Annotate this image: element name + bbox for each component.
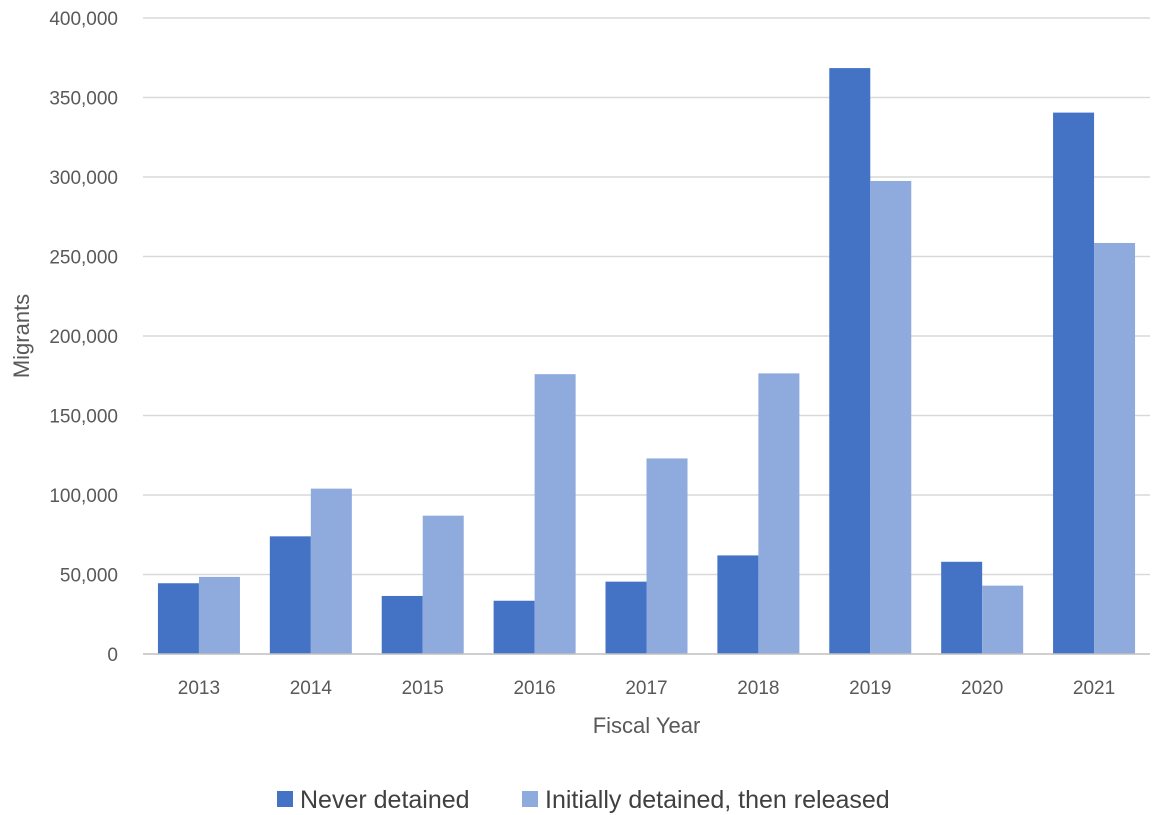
bar-never-detained-2016 — [493, 600, 535, 654]
x-tick-label: 2021 — [1073, 678, 1115, 699]
bar-never-detained-2013 — [157, 583, 199, 654]
x-tick-label: 2019 — [849, 678, 891, 699]
bar-never-detained-2017 — [605, 581, 647, 654]
bar-never-detained-2014 — [269, 536, 311, 654]
bar-initially-detained-then-released-2016 — [534, 374, 576, 654]
bar-initially-detained-then-released-2019 — [870, 180, 912, 654]
x-tick-label: 2016 — [513, 678, 555, 699]
bar-never-detained-2018 — [717, 555, 759, 654]
y-tick-label: 150,000 — [49, 407, 118, 428]
y-tick-label: 400,000 — [49, 9, 118, 30]
bar-never-detained-2020 — [941, 561, 983, 654]
x-tick-label: 2013 — [178, 678, 220, 699]
bar-initially-detained-then-released-2017 — [646, 458, 688, 654]
y-tick-label: 350,000 — [49, 89, 118, 110]
x-tick-label: 2020 — [961, 678, 1003, 699]
y-tick-label: 200,000 — [49, 327, 118, 348]
x-axis-tick-labels: 2013 2014 2015 2016 2017 2018 2019 2020 2021 — [178, 678, 1115, 699]
bar-initially-detained-then-released-2014 — [310, 488, 352, 654]
x-tick-label: 2014 — [290, 678, 333, 699]
bar-never-detained-2021 — [1053, 112, 1095, 655]
x-tick-label: 2017 — [625, 678, 667, 699]
y-tick-label: 0 — [107, 645, 118, 666]
y-tick-label: 100,000 — [49, 486, 118, 507]
bars — [157, 68, 1136, 655]
legend-label: Initially detained, then released — [545, 786, 890, 814]
bar-never-detained-2015 — [381, 595, 423, 654]
bar-initially-detained-then-released-2020 — [982, 585, 1024, 654]
y-axis-title: Migrants — [9, 294, 34, 378]
bar-never-detained-2019 — [829, 68, 871, 654]
bar-initially-detained-then-released-2015 — [422, 515, 464, 654]
x-axis-title: Fiscal Year — [593, 713, 701, 738]
y-tick-label: 50,000 — [60, 566, 118, 587]
bar-initially-detained-then-released-2021 — [1094, 242, 1136, 655]
y-axis-tick-labels: 0 50,000 100,000 150,000 200,000 250,000 300,0… — [49, 9, 118, 666]
y-tick-label: 300,000 — [49, 168, 118, 189]
y-tick-label: 250,000 — [49, 248, 118, 269]
x-tick-label: 2015 — [402, 678, 444, 699]
legend-swatch — [522, 791, 538, 807]
legend-swatch — [277, 791, 293, 807]
x-tick-label: 2018 — [737, 678, 779, 699]
legend: Never detained Initially detained, then r… — [277, 786, 890, 814]
bar-initially-detained-then-released-2013 — [198, 576, 240, 654]
legend-label: Never detained — [300, 786, 470, 814]
bar-initially-detained-then-released-2018 — [758, 373, 800, 654]
